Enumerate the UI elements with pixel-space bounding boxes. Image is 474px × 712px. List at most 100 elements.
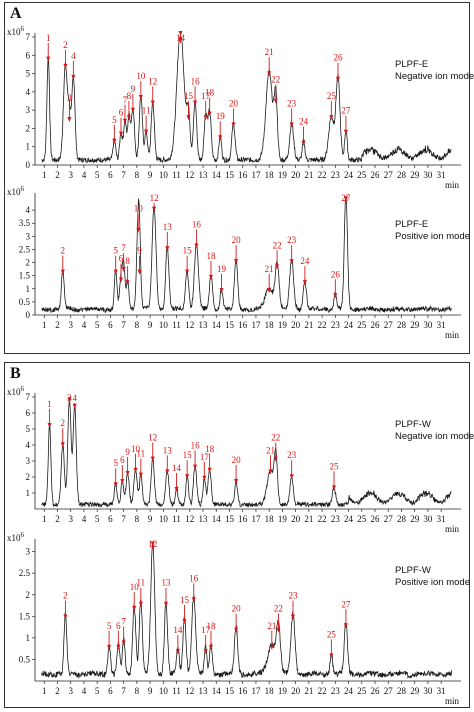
peak-arrowhead [60, 442, 65, 448]
x-tick-label: 18 [265, 320, 275, 330]
peak-arrowhead [207, 111, 212, 117]
peak-arrowhead [301, 140, 306, 146]
x-tick-label: 13 [199, 320, 209, 330]
peak-label: 4 [72, 393, 77, 403]
x-tick-label: 19 [278, 170, 288, 180]
x-tick-label: 13 [199, 686, 209, 696]
peak-arrowhead [331, 485, 336, 491]
sample-label: PLPF-E [395, 59, 428, 70]
x-tick-label: 28 [397, 320, 407, 330]
peak-arrowhead [116, 644, 121, 650]
peak-arrowhead [335, 76, 340, 82]
x-tick-label: 27 [384, 514, 394, 524]
x-tick-label: 12 [185, 170, 194, 180]
peak-arrowhead [219, 288, 224, 294]
x-tick-label: 20 [291, 320, 301, 330]
x-tick-label: 9 [148, 320, 153, 330]
peak-label: 22 [273, 240, 282, 250]
x-tick-label: 11 [172, 686, 181, 696]
x-tick-label: 17 [251, 170, 261, 180]
peak-label: 15 [183, 246, 193, 256]
x-tick-label: 8 [135, 686, 140, 696]
x-tick-label: 28 [397, 686, 407, 696]
peak-arrowhead [125, 280, 130, 286]
peak-label: 23 [287, 450, 297, 460]
peak-arrowhead [118, 131, 123, 137]
peak-arrowhead [202, 475, 207, 481]
x-tick-label: 22 [318, 686, 327, 696]
peak-label: 17 [200, 452, 210, 462]
peak-label: 10 [131, 444, 141, 454]
y-tick-label: 0 [26, 310, 31, 320]
peak-label: 18 [206, 251, 216, 261]
x-tick-label: 29 [410, 686, 420, 696]
y-tick-label: 4 [26, 440, 31, 450]
peak-label: 17 [201, 625, 211, 635]
peak-label: 25 [327, 629, 337, 639]
x-tick-label: 6 [108, 170, 113, 180]
peak-label: 24 [299, 117, 309, 127]
x-tick-label: 26 [371, 514, 381, 524]
peak-label: 6 [116, 621, 121, 631]
peak-label: 2 [63, 591, 68, 601]
peak-label: 27 [341, 599, 351, 609]
x-tick-label: 23 [331, 170, 341, 180]
peak-label: 5 [113, 246, 118, 256]
x-tick-label: 30 [423, 320, 433, 330]
peak-arrowhead [138, 95, 143, 100]
peak-arrowhead [63, 63, 68, 69]
x-tick-label: 20 [291, 514, 301, 524]
y-scale-label: x106 [7, 185, 25, 197]
x-tick-label: 13 [199, 170, 209, 180]
peak-label: 4 [71, 51, 76, 61]
peak-label: 7 [121, 617, 126, 627]
peak-arrowhead [126, 115, 131, 121]
y-scale-label: x106 [7, 25, 25, 37]
x-tick-label: 5 [95, 320, 100, 330]
peak-label: 1 [46, 33, 51, 43]
peak-label: 27 [341, 106, 351, 116]
peak-label: 11 [137, 578, 146, 588]
peak-arrowhead [107, 644, 112, 650]
x-tick-label: 11 [172, 514, 181, 524]
x-tick-label: 19 [278, 514, 288, 524]
y-tick-label: 0 [26, 160, 31, 170]
x-tick-label: 20 [291, 170, 301, 180]
peak-label: 11 [142, 106, 151, 116]
x-tick-label: 18 [265, 170, 275, 180]
peak-arrowhead [273, 456, 278, 462]
peak-label: 6 [119, 108, 124, 118]
peak-label: 23 [287, 235, 297, 245]
x-tick-label: 19 [278, 686, 288, 696]
peak-arrowhead [289, 259, 294, 265]
peak-label: 23 [288, 591, 298, 601]
x-tick-label: 4 [82, 514, 87, 524]
peak-arrowhead [276, 627, 281, 633]
x-tick-label: 1 [42, 170, 47, 180]
y-tick-label: 1 [26, 633, 31, 643]
x-tick-label: 3 [68, 686, 73, 696]
x-tick-label: 4 [82, 170, 87, 180]
peak-arrowhead [267, 71, 272, 77]
peak-label: 25 [329, 461, 339, 471]
peak-arrowhead [144, 129, 149, 135]
peak-arrowhead [133, 467, 138, 473]
peak-label: 5 [113, 458, 118, 468]
peak-label: 10 [136, 71, 146, 81]
peak-arrowhead [67, 116, 72, 122]
peak-arrowhead [60, 269, 65, 275]
ion-mode-label: Negative ion mode [395, 71, 474, 82]
y-tick-label: 2.5 [19, 568, 31, 578]
peak-label: 15 [183, 450, 193, 460]
peak-label: 21 [265, 264, 274, 274]
x-tick-label: 15 [225, 686, 235, 696]
x-tick-label: 1 [42, 514, 47, 524]
sample-label: PLPF-W [395, 565, 431, 576]
x-tick-label: 7 [121, 686, 126, 696]
peak-arrowhead [46, 56, 51, 62]
chromatogram-trace [41, 396, 452, 508]
peak-label: 15 [180, 595, 190, 605]
peak-arrowhead [268, 469, 273, 475]
peak-arrowhead [208, 644, 213, 650]
x-tick-label: 12 [185, 686, 194, 696]
